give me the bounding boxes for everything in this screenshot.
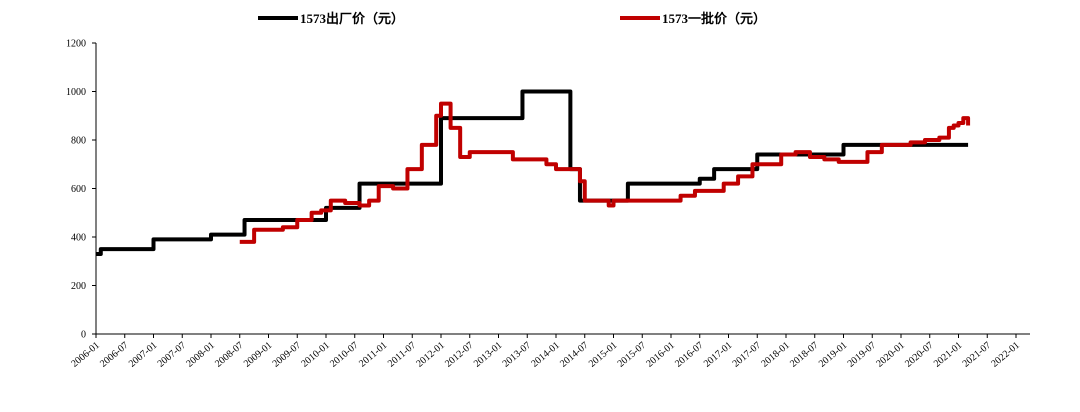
y-tick-label: 800 [71, 136, 86, 147]
x-tick-label: 2013-07 [501, 340, 534, 370]
x-tick-label: 2012-01 [414, 340, 447, 370]
x-tick-label: 2011-07 [386, 340, 418, 370]
x-tick-label: 2022-01 [989, 340, 1022, 370]
x-tick-label: 2009-01 [242, 340, 275, 370]
x-tick-label: 2013-01 [472, 340, 505, 370]
x-tick-label: 2010-01 [299, 340, 332, 370]
x-tick-label: 2018-07 [788, 340, 821, 370]
x-tick-label: 2011-01 [357, 340, 389, 370]
series-line [96, 89, 969, 256]
legend-text: 1573一批价（元） [662, 11, 766, 26]
x-tick-label: 2018-01 [759, 340, 792, 370]
x-tick-label: 2014-07 [558, 340, 591, 370]
x-tick-label: 2017-01 [702, 340, 735, 370]
y-tick-label: 200 [71, 281, 86, 292]
x-tick-label: 2020-01 [874, 340, 907, 370]
x-tick-label: 2006-01 [69, 340, 102, 370]
x-tick-label: 2010-07 [328, 340, 361, 370]
y-tick-label: 1000 [66, 87, 86, 98]
x-tick-label: 2012-07 [443, 340, 476, 370]
x-tick-label: 2017-07 [731, 340, 764, 370]
x-tick-label: 2016-01 [644, 340, 677, 370]
x-tick-label: 2016-07 [673, 340, 706, 370]
y-tick-label: 600 [71, 184, 86, 195]
y-tick-label: 1200 [66, 39, 86, 50]
x-tick-label: 2008-07 [213, 340, 246, 370]
x-tick-label: 2007-07 [156, 340, 189, 370]
y-tick-label: 0 [81, 330, 86, 341]
x-tick-label: 2019-01 [817, 340, 850, 370]
x-tick-label: 2021-07 [961, 340, 994, 370]
x-tick-label: 2006-07 [98, 340, 131, 370]
y-tick-label: 400 [71, 233, 86, 244]
x-tick-label: 2008-01 [184, 340, 217, 370]
legend-text: 1573出厂价（元） [300, 11, 404, 26]
x-tick-label: 2014-01 [529, 340, 562, 370]
x-tick-label: 2021-01 [932, 340, 965, 370]
series-line [239, 101, 971, 244]
x-tick-label: 2007-01 [127, 340, 160, 370]
x-tick-label: 2019-07 [846, 340, 879, 370]
x-tick-label: 2009-07 [271, 340, 304, 370]
x-tick-label: 2015-01 [587, 340, 620, 370]
x-tick-label: 2020-07 [903, 340, 936, 370]
x-tick-label: 2015-07 [616, 340, 649, 370]
